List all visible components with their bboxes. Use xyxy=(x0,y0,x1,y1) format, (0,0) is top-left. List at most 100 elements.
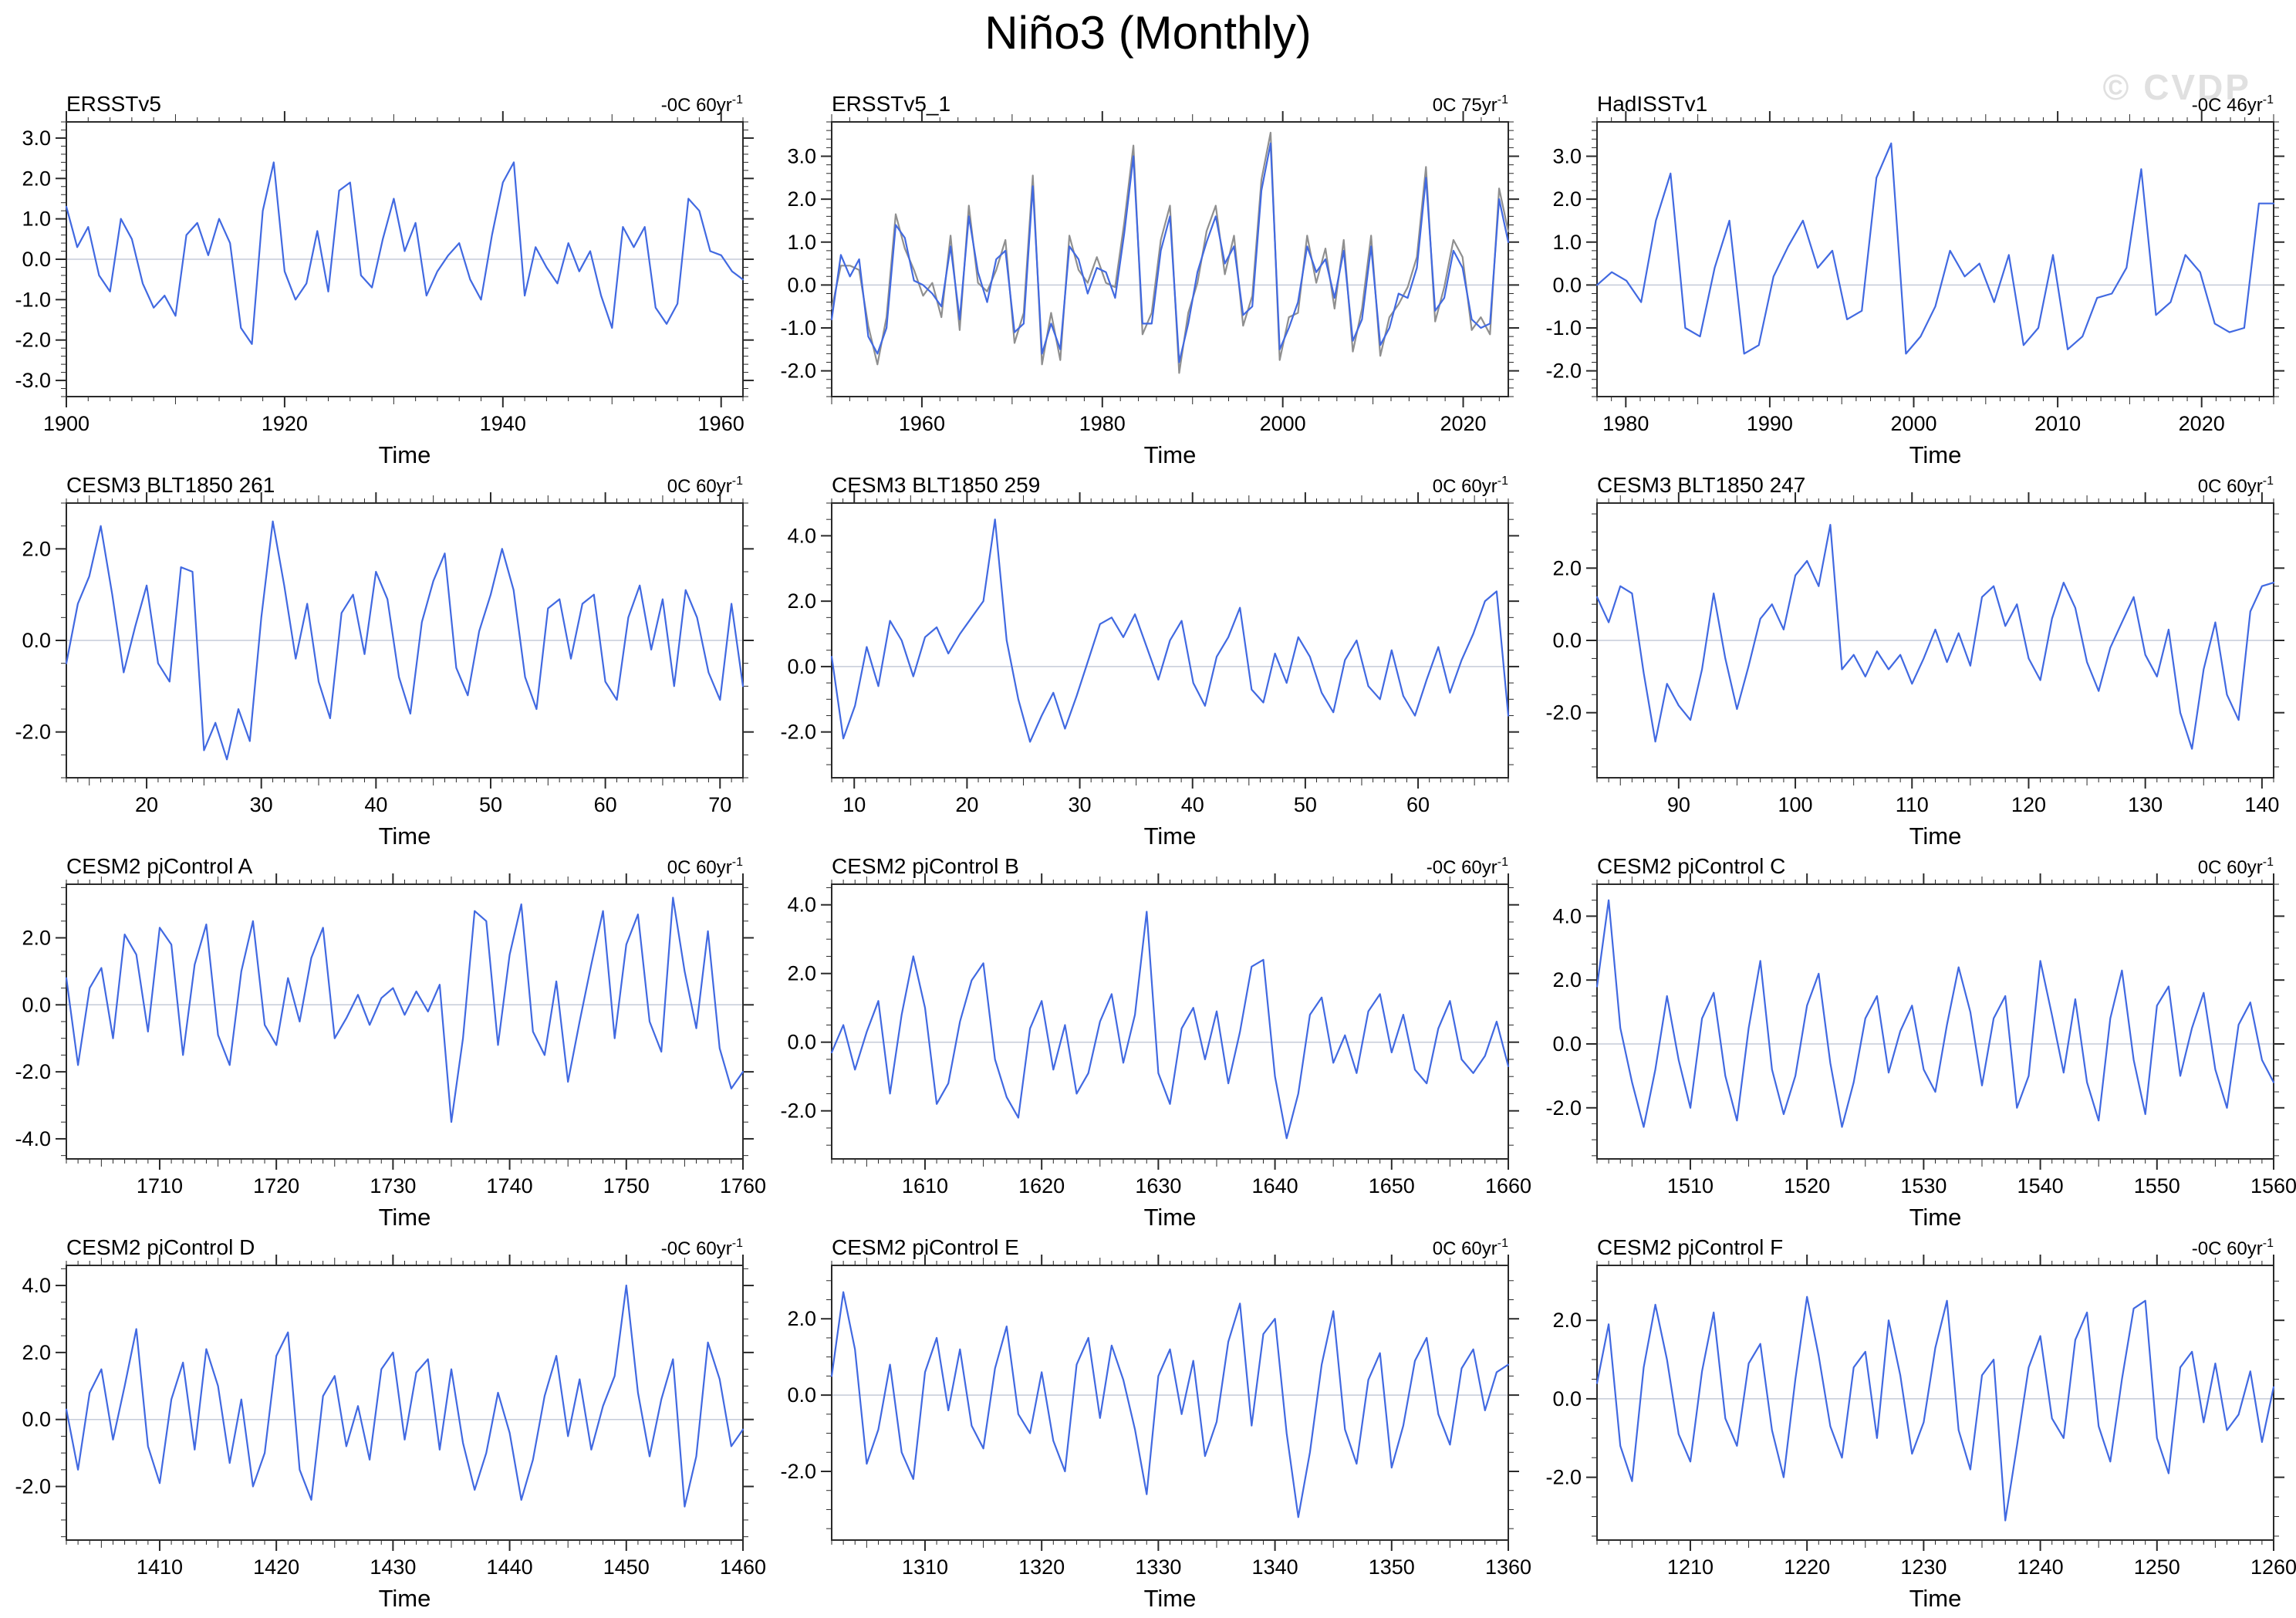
axis-or-label-text: -2.0 xyxy=(780,360,816,383)
axis-or-label-text: 1660 xyxy=(1485,1174,1531,1197)
axis-or-label-text: 1900 xyxy=(43,412,89,435)
axis-or-label-text: 2000 xyxy=(1260,412,1306,435)
axis-or-label-text: 1610 xyxy=(902,1174,948,1197)
axis-or-label-text: 2.0 xyxy=(787,589,816,613)
axis-or-label-text: 1460 xyxy=(720,1556,766,1579)
axis-or-label-text: 1960 xyxy=(899,412,945,435)
axis-or-label-text: 0.0 xyxy=(1552,629,1582,652)
axis-or-label-text: 1340 xyxy=(1252,1556,1298,1579)
trend-label: 0C 60yr-1 xyxy=(2198,475,2274,497)
panel-hadisstv1: HadISSTv1 -0C 46yr-1 1980 1990 2000 2010 2020 -… xyxy=(1537,86,2296,468)
timeseries-plot: CESM3 BLT1850 247 0C 60yr-1 90 100 110 120 130… xyxy=(1545,473,2284,850)
axis-or-label-text: 0.0 xyxy=(1552,1032,1582,1056)
axis-or-label-text: 4.0 xyxy=(787,524,816,547)
nino3-index-line xyxy=(65,161,745,345)
panel-title: CESM2 piControl D xyxy=(66,1235,255,1259)
x-axis-label: Time xyxy=(1909,1585,1962,1610)
axis-or-label-text: 1540 xyxy=(2017,1174,2064,1197)
axis-or-label-text: 20 xyxy=(955,793,978,816)
axis-or-label-text: -1.0 xyxy=(1545,316,1582,339)
trend-label: -0C 46yr-1 xyxy=(2192,93,2274,116)
axis-or-label-text: 4.0 xyxy=(787,893,816,917)
axis-or-label-text: 1330 xyxy=(1135,1556,1181,1579)
axis-or-label-text: -1.0 xyxy=(780,316,816,339)
axis-or-label-text: 1720 xyxy=(253,1174,299,1197)
axis-or-label-text: 0.0 xyxy=(787,655,816,678)
timeseries-plot: CESM2 piControl D -0C 60yr-1 1410 1420 1430 1… xyxy=(15,1235,766,1612)
axis-or-label-text: 1710 xyxy=(137,1174,183,1197)
nino3-index-line xyxy=(1595,142,2275,355)
panel-title: HadISSTv1 xyxy=(1597,92,1707,116)
panel-title: ERSSTv5 xyxy=(66,92,161,116)
panel-cesm2-picontrol-d: CESM2 piControl D -0C 60yr-1 1410 1420 1430 1… xyxy=(6,1230,772,1612)
axis-or-label-text: 1980 xyxy=(1079,412,1126,435)
nino3-index-line xyxy=(65,520,745,761)
axis-or-label-text: 60 xyxy=(1406,793,1430,816)
axis-or-label-text: 0.0 xyxy=(787,1031,816,1054)
axis-or-label-text: 1940 xyxy=(480,412,526,435)
x-axis-label: Time xyxy=(1144,441,1197,466)
axis-or-label-text: 0.0 xyxy=(1552,1387,1582,1410)
axis-or-label-text: -2.0 xyxy=(15,1475,51,1498)
nino3-index-line xyxy=(65,897,745,1123)
axis-or-label-text: 100 xyxy=(1778,793,1813,816)
axis-or-label-text: 1260 xyxy=(2250,1556,2296,1579)
axis-or-label-text: -1.0 xyxy=(15,288,51,311)
axis-or-label-text: 1750 xyxy=(603,1174,650,1197)
axis-or-label-text: -2.0 xyxy=(15,1060,51,1083)
nino3-index-line xyxy=(1595,899,2275,1128)
axis-or-label-text: 4.0 xyxy=(22,1274,51,1297)
axis-or-label-text: 1960 xyxy=(698,412,745,435)
x-axis-label: Time xyxy=(1909,823,1962,847)
axis-or-label-text: 1980 xyxy=(1602,412,1649,435)
panel-cesm2-picontrol-c: CESM2 piControl C 0C 60yr-1 1510 1520 1530 15… xyxy=(1537,849,2296,1231)
axis-or-label-text: 2.0 xyxy=(22,926,51,949)
axis-or-label-text: 1230 xyxy=(1900,1556,1947,1579)
trend-label: -0C 60yr-1 xyxy=(661,93,743,116)
axis-or-label-text: 1740 xyxy=(487,1174,533,1197)
axis-or-label-text: 1990 xyxy=(1747,412,1793,435)
nino3-index-line xyxy=(1595,1295,2275,1522)
axis-or-label-text: 20 xyxy=(135,793,158,816)
panel-cesm2-picontrol-b: CESM2 piControl B -0C 60yr-1 1610 1620 1630 1… xyxy=(772,849,1537,1231)
x-axis-label: Time xyxy=(379,1585,431,1610)
axis-or-label-text: 1.0 xyxy=(22,208,51,231)
axis-or-label-text: 1320 xyxy=(1018,1556,1065,1579)
axis-or-label-text: -2.0 xyxy=(780,1460,816,1483)
axis-or-label-text: 0.0 xyxy=(22,1408,51,1431)
axis-or-label-text: 1450 xyxy=(603,1556,650,1579)
x-axis-label: Time xyxy=(379,441,431,466)
timeseries-plot: CESM3 BLT1850 259 0C 60yr-1 10 20 30 40 50 60 -2… xyxy=(780,473,1519,850)
trend-label: 0C 75yr-1 xyxy=(1433,93,1508,116)
axis-or-label-text: 2.0 xyxy=(1552,1309,1582,1332)
nino3-index-line xyxy=(830,1291,1510,1518)
axis-or-label-text: 1530 xyxy=(1900,1174,1947,1197)
axis-or-label-text: -2.0 xyxy=(780,721,816,744)
axis-or-label-text: 90 xyxy=(1667,793,1690,816)
axis-or-label-text: 1920 xyxy=(262,412,308,435)
panel-title: ERSSTv5_1 xyxy=(832,92,950,116)
axis-or-label-text: 1410 xyxy=(137,1556,183,1579)
axis-or-label-text: 3.0 xyxy=(22,127,51,150)
panel-ersstv5-1: ERSSTv5_1 0C 75yr-1 1960 1980 2000 2020 -2.0 -1… xyxy=(772,86,1537,468)
axis-or-label-text: 130 xyxy=(2128,793,2163,816)
trend-label: -0C 60yr-1 xyxy=(2192,1237,2274,1259)
x-axis-label: Time xyxy=(1144,1585,1197,1610)
x-axis-label: Time xyxy=(379,823,431,847)
panel-title: CESM3 BLT1850 247 xyxy=(1597,473,1805,497)
axis-or-label-text: 1210 xyxy=(1667,1556,1714,1579)
axis-or-label-text: 1430 xyxy=(370,1556,416,1579)
axis-or-label-text: 1630 xyxy=(1135,1174,1181,1197)
x-axis-label: Time xyxy=(1909,1204,1962,1228)
axis-or-label-text: 30 xyxy=(1069,793,1092,816)
panel-cesm3-blt1850-247: CESM3 BLT1850 247 0C 60yr-1 90 100 110 120 130… xyxy=(1537,468,2296,850)
axis-or-label-text: 2.0 xyxy=(787,1307,816,1330)
x-axis-label: Time xyxy=(1144,1204,1197,1228)
nino3-index-line xyxy=(65,1284,745,1508)
axis-or-label-text: 3.0 xyxy=(787,145,816,168)
panel-cesm2-picontrol-f: CESM2 piControl F -0C 60yr-1 1210 1220 1230 1… xyxy=(1537,1230,2296,1612)
